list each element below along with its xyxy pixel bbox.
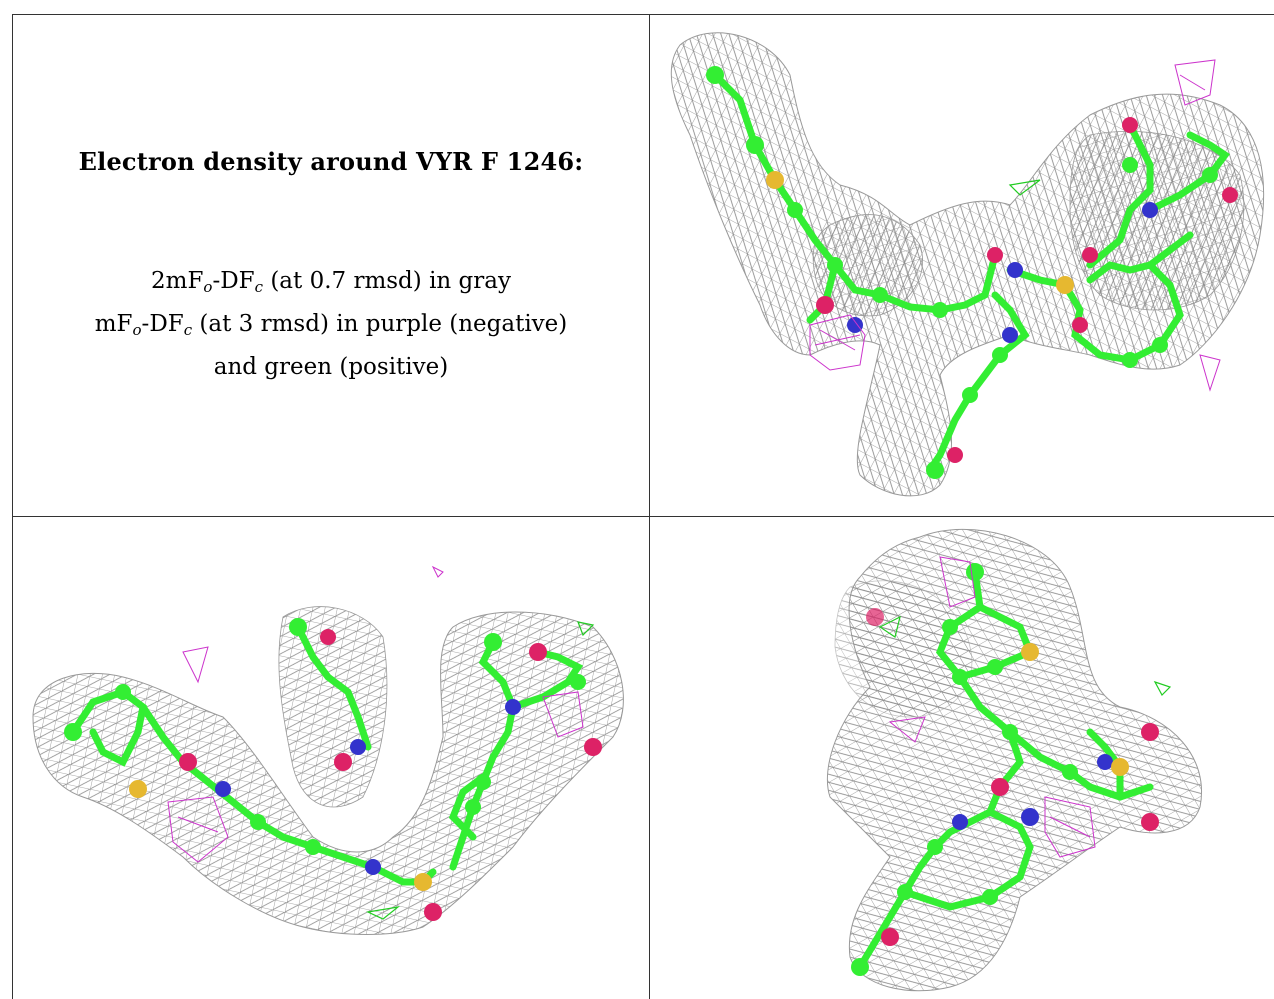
table-left-border (12, 14, 13, 999)
difference-density (809, 59, 1221, 392)
molecule-render-3 (826, 528, 1202, 992)
caption-legend: 2mFo-DFc (at 0.7 rmsd) in gray mFo-DFc (… (13, 263, 649, 386)
molecule-render-2 (32, 565, 624, 935)
difference-density (878, 556, 1172, 858)
legend-green-positive: and green (positive) (213, 354, 449, 380)
caption-cell: Electron density around VYR F 1246: 2mFo… (13, 15, 649, 516)
table-middle-border (12, 516, 1274, 517)
density-view-bottom-left (13, 517, 649, 999)
density-view-top-right (650, 15, 1274, 516)
legend-2mfo-dfc: 2mFo-DFc (at 0.7 rmsd) in gray (151, 268, 511, 296)
difference-density (167, 565, 595, 920)
atoms (851, 563, 1159, 976)
atoms (64, 618, 602, 921)
density-view-bottom-right (650, 517, 1274, 999)
atoms (706, 66, 1238, 479)
table-top-border (12, 14, 1274, 15)
table-center-border (649, 14, 650, 999)
caption-title: Electron density around VYR F 1246: (78, 147, 584, 176)
density-mesh (670, 32, 1265, 497)
molecule-render-1 (670, 32, 1265, 497)
density-mesh (32, 606, 624, 935)
legend-mfo-dfc: mFo-DFc (at 3 rmsd) in purple (negative) (94, 311, 568, 339)
